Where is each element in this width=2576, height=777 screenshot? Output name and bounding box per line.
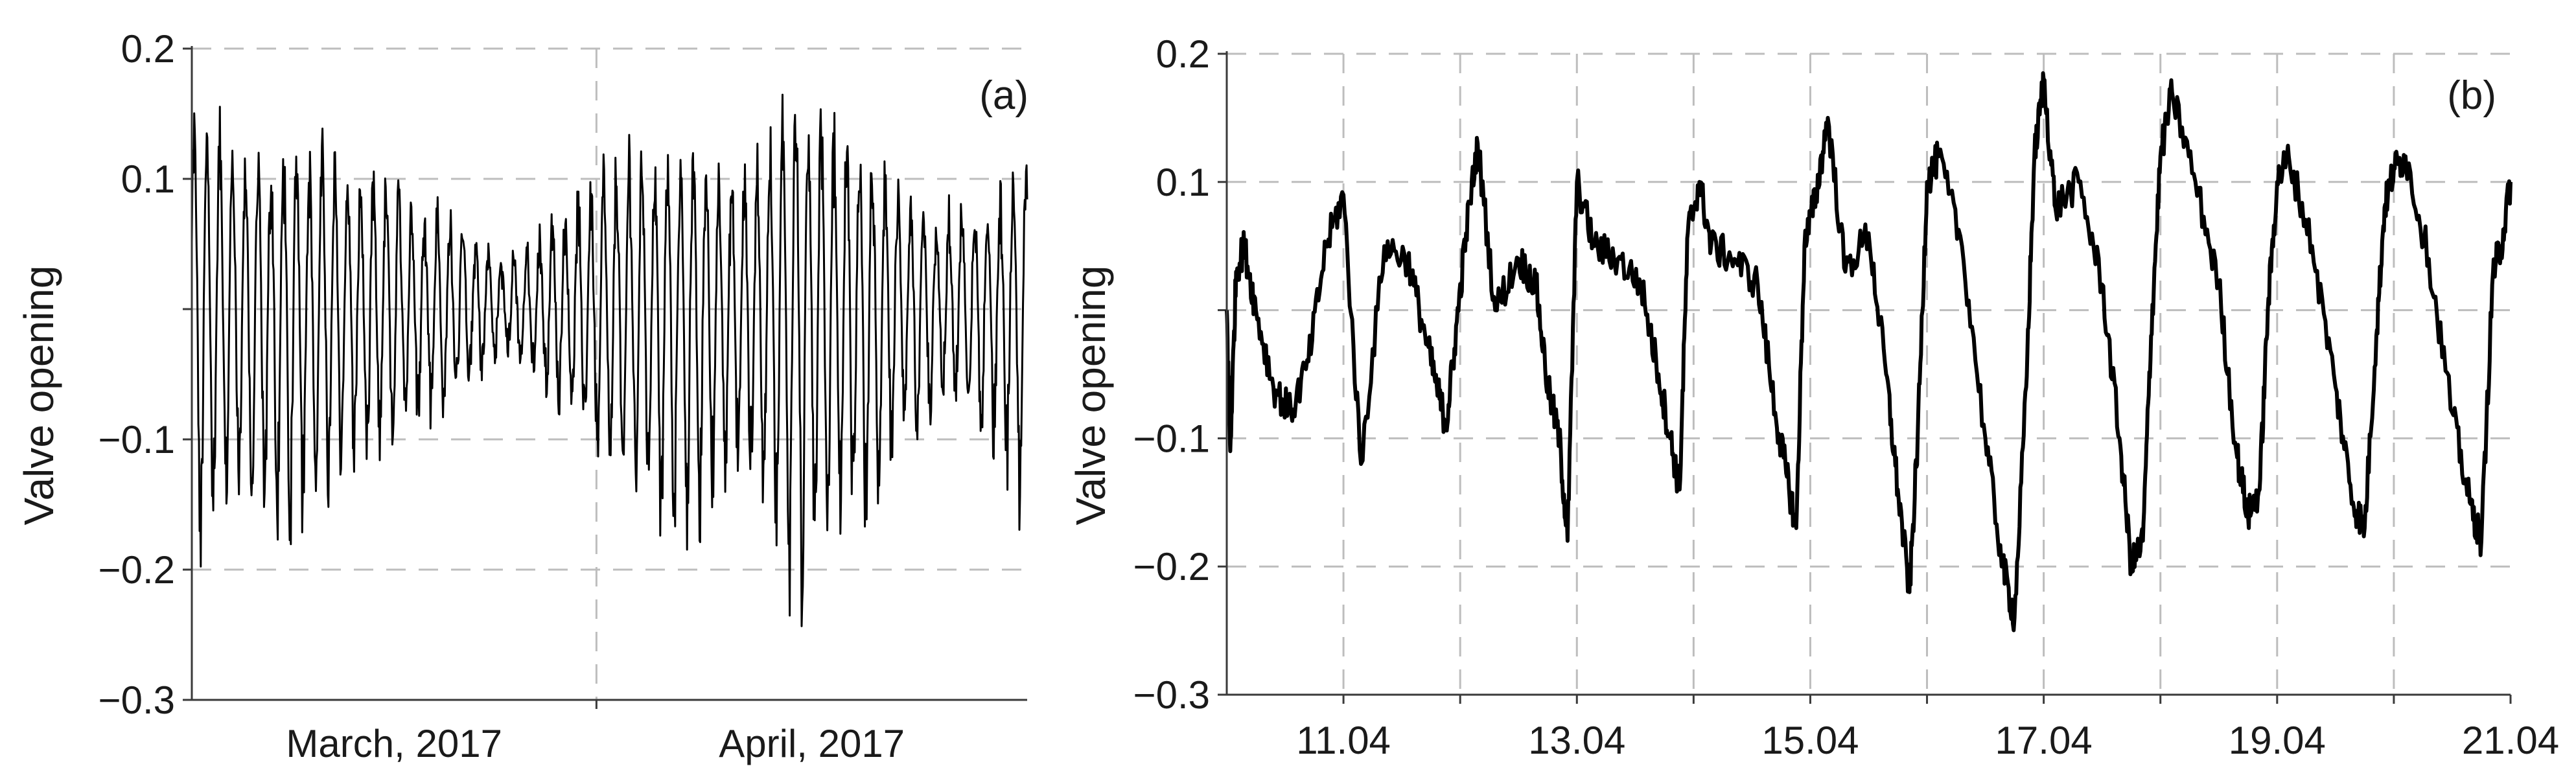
y-tick-label-a: 0.2 (121, 27, 175, 71)
y-axis-label-a: Valve opening (16, 266, 62, 526)
x-tick-label-b: 17.04 (1995, 719, 2093, 762)
y-tick-label-b: −0.3 (1133, 673, 1210, 717)
chart-panel-b: Valve opening (b) 0.2 0.1 −0.1 −0.2 −0.3 11.0… (1067, 32, 2559, 762)
y-tick-label-b: −0.1 (1133, 417, 1210, 460)
x-tick-label-b: 21.04 (2462, 719, 2559, 762)
y-tick-label-a: −0.2 (99, 548, 175, 592)
y-tick-label-b: 0.1 (1156, 161, 1210, 204)
x-tick-label-b: 15.04 (1761, 719, 1859, 762)
chart-panel-a: Valve opening (a) 0.2 0.1 −0.1 −0.2 −0.3 Marc… (16, 27, 1028, 765)
x-category-label-a: March, 2017 (286, 722, 502, 765)
y-tick-label-a: 0.1 (121, 157, 175, 201)
x-category-label-a: April, 2017 (719, 722, 905, 765)
x-tick-label-b: 19.04 (2229, 719, 2326, 762)
y-tick-label-a: −0.1 (99, 418, 175, 461)
x-tick-label-b: 11.04 (1296, 719, 1391, 762)
y-axis-label-b: Valve opening (1067, 266, 1114, 526)
y-tick-label-a: −0.3 (99, 678, 175, 722)
series-line-b (1225, 71, 2512, 632)
series-line-a (191, 93, 1028, 627)
panel-label-b: (b) (2447, 73, 2496, 118)
panel-label-a: (a) (979, 73, 1028, 118)
x-tick-label-b: 13.04 (1528, 719, 1625, 762)
y-tick-label-b: −0.2 (1133, 545, 1210, 588)
y-tick-label-b: 0.2 (1156, 32, 1210, 76)
